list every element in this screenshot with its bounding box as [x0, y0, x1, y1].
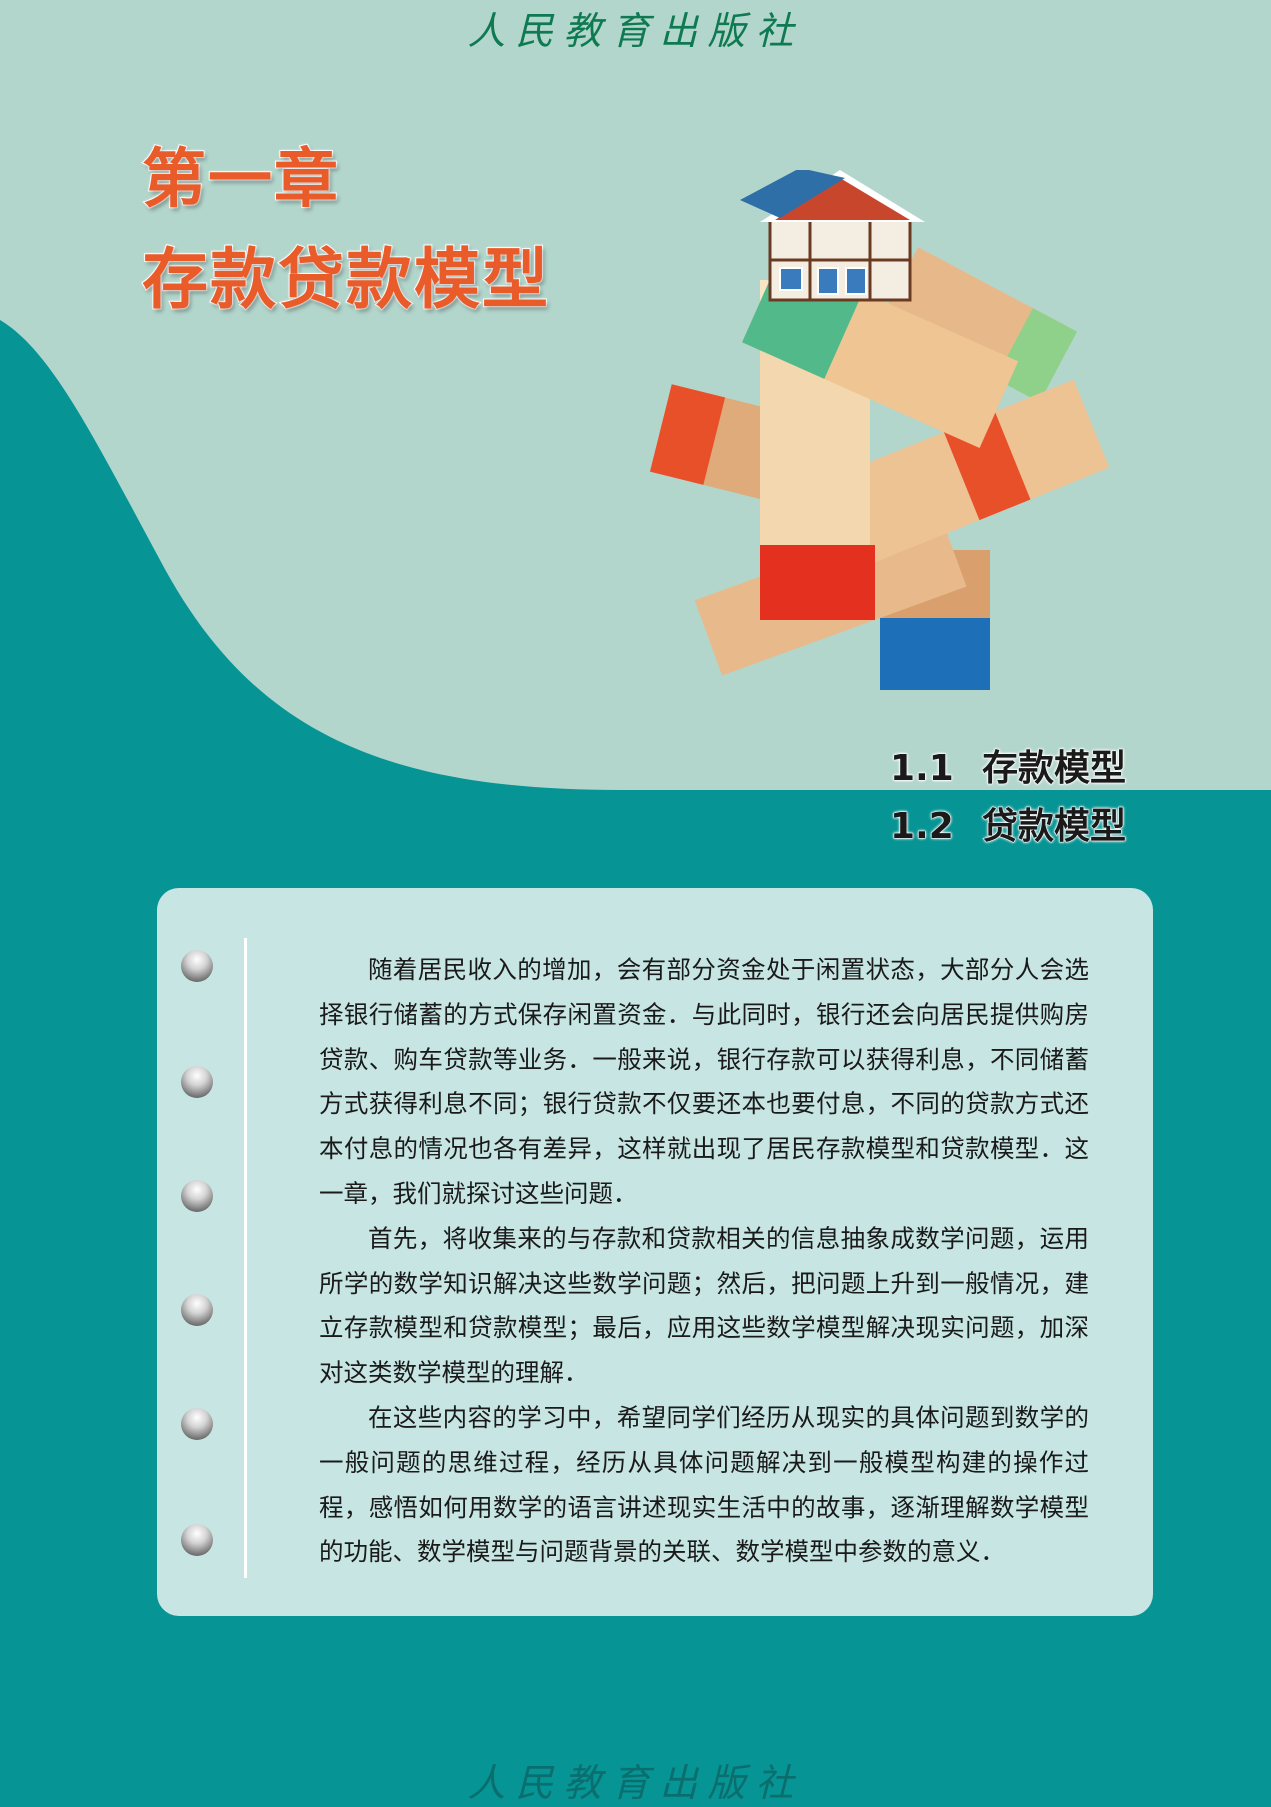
toc-item[interactable]: 1.1 存款模型 [890, 740, 1127, 798]
intro-text: 随着居民收入的增加，会有部分资金处于闲置状态，大部分人会选择银行储蓄的方式保存闲… [319, 948, 1089, 1575]
binder-hole [181, 1408, 213, 1440]
intro-notebook-card: 随着居民收入的增加，会有部分资金处于闲置状态，大部分人会选择银行储蓄的方式保存闲… [157, 888, 1153, 1616]
toc-section-number: 1.1 [890, 748, 955, 790]
binder-hole [181, 1180, 213, 1212]
binder-hole [181, 1066, 213, 1098]
intro-paragraph: 首先，将收集来的与存款和贷款相关的信息抽象成数学问题，运用所学的数学知识解决这些… [319, 1223, 1089, 1388]
intro-paragraph: 随着居民收入的增加，会有部分资金处于闲置状态，大部分人会选择银行储蓄的方式保存闲… [319, 955, 1089, 1208]
block-back-right [880, 247, 1078, 403]
chapter-title: 存款贷款模型 [141, 240, 550, 319]
toc-section-title: 贷款模型 [981, 806, 1127, 848]
chapter-number: 第一章 [141, 142, 340, 218]
binder-hole [181, 1524, 213, 1556]
margin-rule [244, 938, 247, 1578]
toc-section-title: 存款模型 [981, 748, 1127, 790]
toc-item[interactable]: 1.2 贷款模型 [890, 798, 1127, 856]
chapter-toc: 1.1 存款模型 1.2 贷款模型 [890, 740, 1127, 856]
toc-section-number: 1.2 [890, 806, 955, 848]
intro-paragraph: 在这些内容的学习中，希望同学们经历从现实的具体问题到数学的一般问题的思维过程，经… [319, 1402, 1089, 1567]
binder-hole [181, 950, 213, 982]
building-blocks-house-illustration [649, 170, 1110, 690]
publisher-logo-top: 人民教育出版社 [467, 9, 804, 53]
binder-hole [181, 1294, 213, 1326]
toy-house [740, 170, 925, 302]
publisher-logo-bottom: 人民教育出版社 [467, 1761, 804, 1805]
